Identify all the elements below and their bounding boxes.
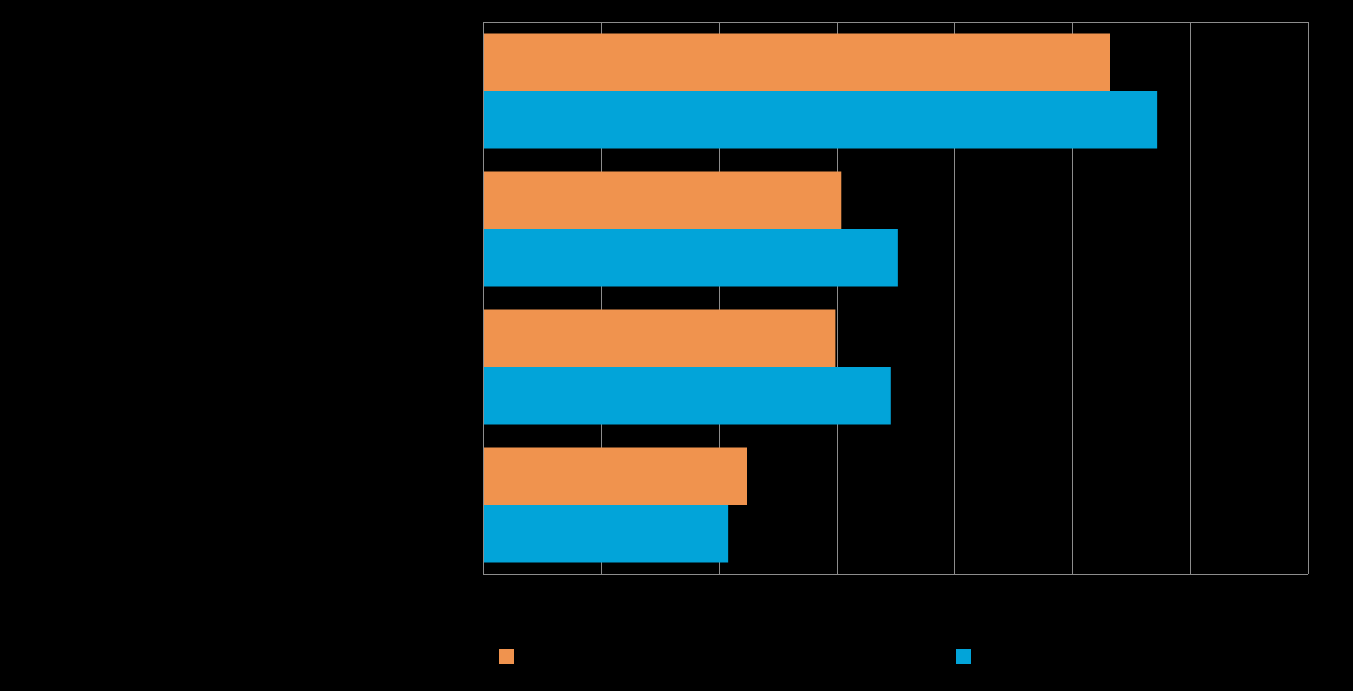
axes [483, 22, 1308, 575]
legend-item-series-2 [956, 648, 979, 664]
bar-series-1-category-4 [483, 447, 747, 505]
legend-item-series-1 [499, 648, 522, 664]
legend-swatch-series-2 [956, 648, 971, 664]
bar-series-1-category-2 [483, 171, 842, 229]
bar-series-2-category-3 [483, 367, 891, 425]
bar-series-1-category-1 [483, 33, 1110, 91]
bar-series-1-category-3 [483, 309, 836, 367]
bar-series-2-category-1 [483, 91, 1158, 149]
bars [483, 33, 1158, 563]
bar-series-2-category-2 [483, 229, 898, 287]
bar-series-2-category-4 [483, 505, 729, 563]
legend-swatch-series-1 [499, 648, 514, 664]
